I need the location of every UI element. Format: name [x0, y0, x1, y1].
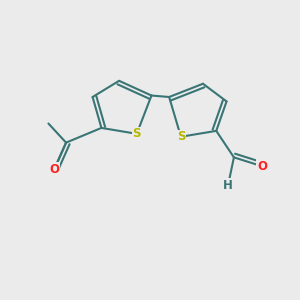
Text: O: O: [257, 160, 267, 173]
Text: H: H: [223, 179, 233, 192]
Text: S: S: [177, 130, 185, 143]
Text: S: S: [133, 127, 141, 140]
Text: O: O: [49, 163, 59, 176]
